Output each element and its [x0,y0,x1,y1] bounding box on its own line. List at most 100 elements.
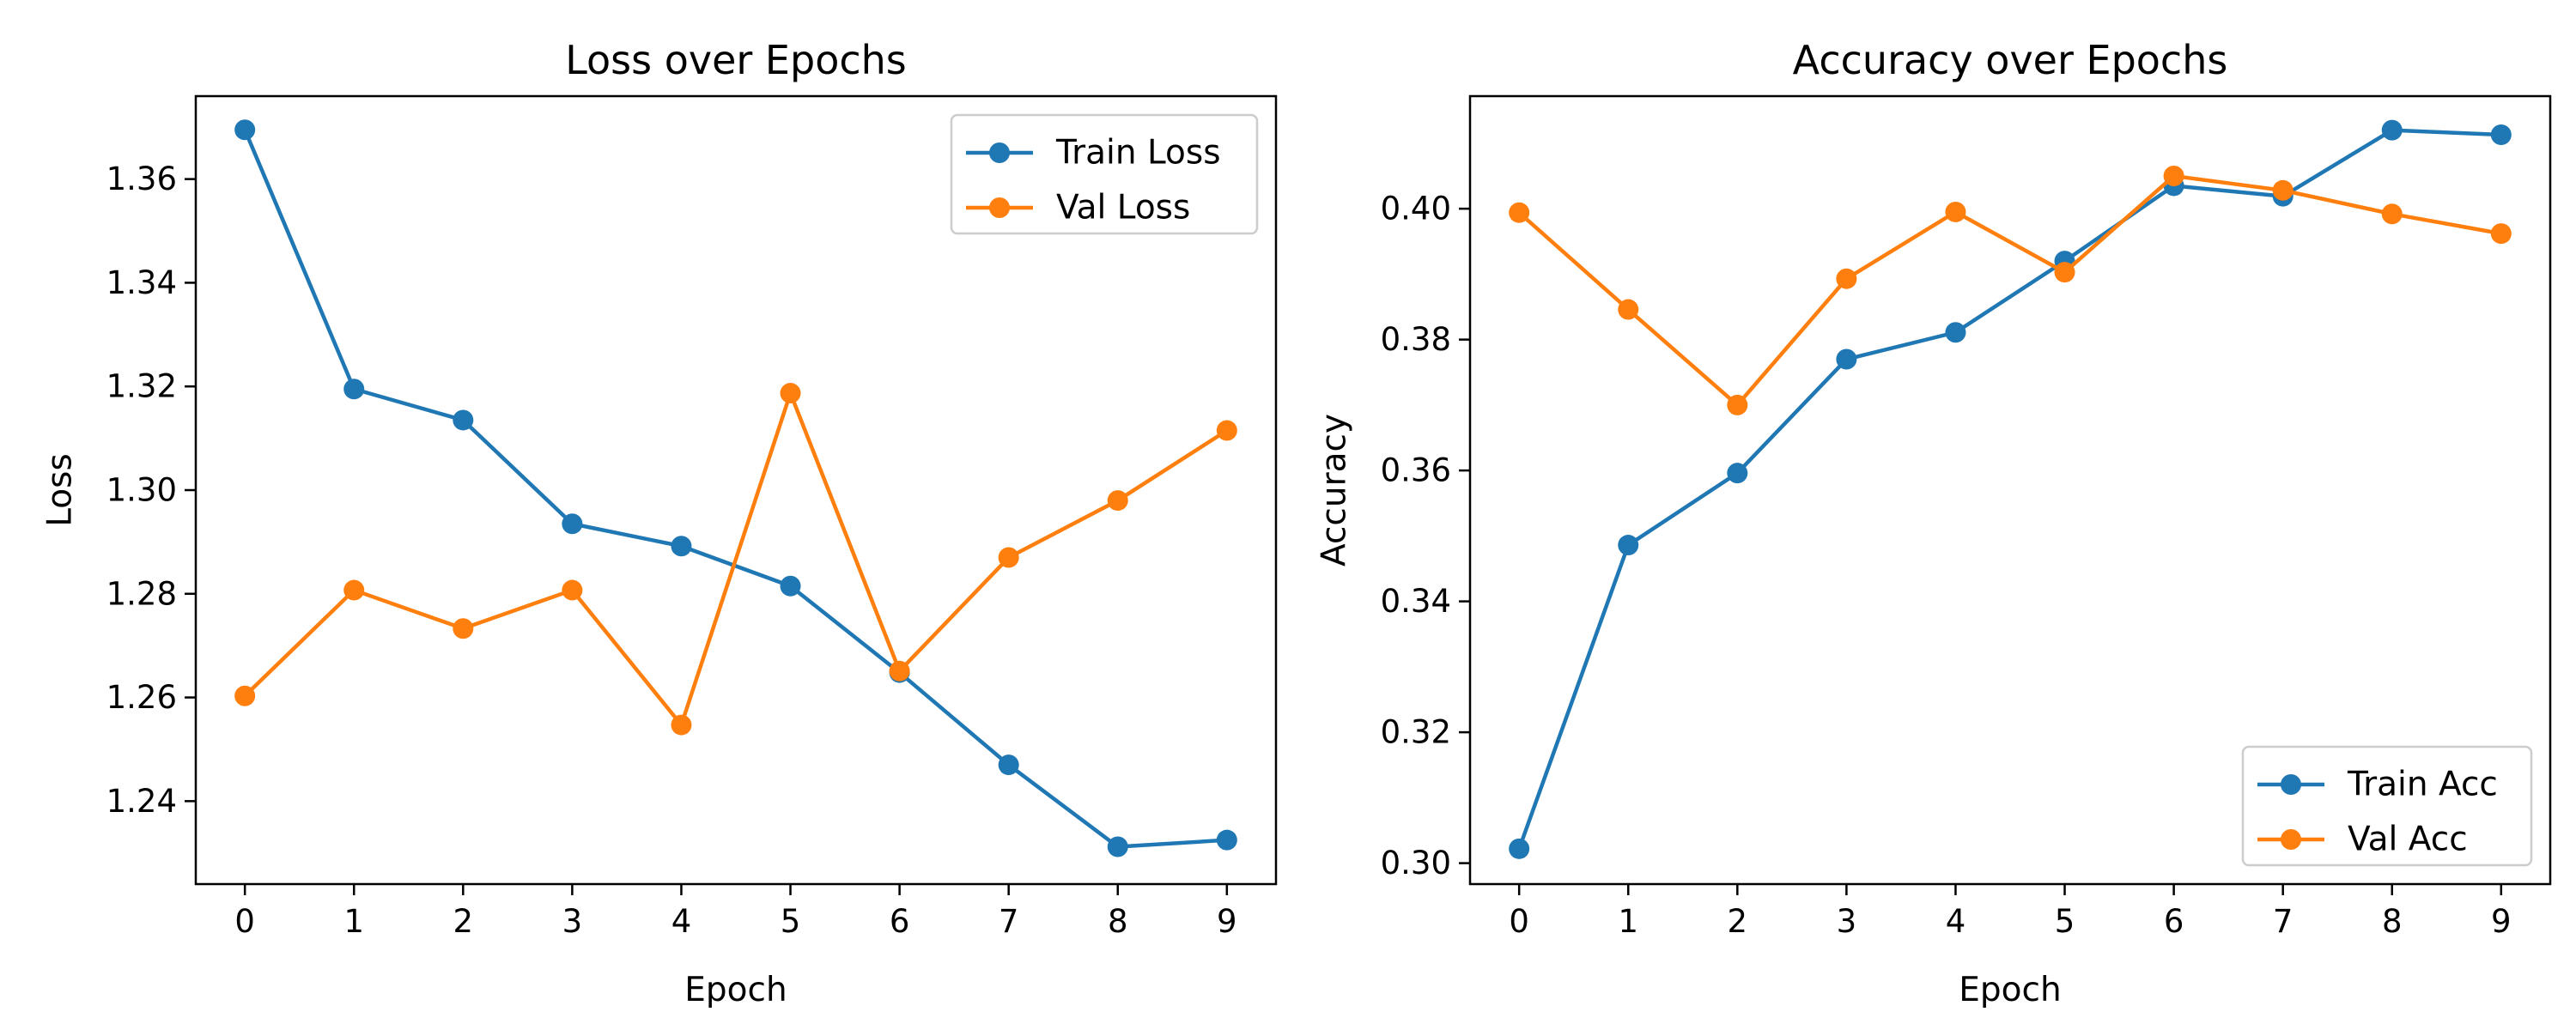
x-tick-label: 3 [1837,903,1857,940]
legend-swatch-marker [989,142,1010,163]
x-tick-label: 8 [1108,903,1128,940]
x-tick-label: 0 [1509,903,1529,940]
x-tick-label: 8 [2382,903,2403,940]
val-acc-point [1727,394,1748,415]
val-acc-point [2272,179,2293,201]
plot-area-frame [194,94,1278,886]
val-loss-point [453,618,474,639]
train-acc-point [1509,838,1530,859]
train-acc-line [1517,128,2501,850]
val-acc-series [1509,166,2512,415]
val-acc-point [1945,201,1966,222]
y-tick-label: 0.40 [1381,191,1451,227]
chart-legend: Train Loss Val Loss [950,113,1259,235]
train-acc-point [2490,124,2512,145]
y-tick-label: 1.34 [106,264,177,301]
plot-area-frame [1468,94,2552,886]
val-loss-point [998,547,1019,568]
val-loss-line [243,391,1229,727]
x-tick-label: 0 [234,903,255,940]
y-tick-label: 1.30 [106,472,177,509]
y-tick-label: 1.28 [106,575,177,612]
x-tick-label: 5 [2055,903,2075,940]
val-acc-point [2381,203,2403,225]
x-tick-label: 1 [1618,903,1638,940]
val-loss-point [671,714,692,736]
legend-box [2241,745,2533,867]
x-tick-label: 4 [671,903,692,940]
val-acc-point [1509,202,1530,223]
train-loss-point [998,754,1019,776]
x-tick-label: 9 [1217,903,1237,940]
x-tick-label: 7 [999,903,1019,940]
chart-title: Accuracy over Epochs [1793,37,2228,83]
train-loss-point [562,513,583,535]
y-axis-label: Accuracy [1315,414,1354,566]
train-loss-point [1216,829,1237,851]
legend-swatch-marker [989,197,1010,218]
val-acc-line [1517,173,2502,408]
legend-swatch-marker [2281,774,2301,795]
train-acc-point [1727,463,1748,484]
val-loss-point [562,579,583,601]
val-acc-point [2490,223,2512,245]
x-tick-label: 2 [453,903,474,940]
legend-label: Train Loss [1055,134,1221,173]
train-loss-point [780,575,801,597]
legend-label: Val Loss [1056,189,1190,227]
y-tick-label: 0.30 [1381,845,1451,882]
train-loss-point [671,536,692,557]
x-tick-label: 6 [890,903,910,940]
train-acc-point [1618,535,1639,556]
x-tick-label: 3 [562,903,583,940]
train-loss-series [234,119,1237,857]
train-loss-point [1107,836,1128,857]
train-loss-point [234,119,256,141]
val-loss-point [1107,490,1128,512]
val-acc-point [1618,299,1639,320]
loss-chart-panel: Loss over Epochs Epoch Loss 0 1 2 3 4 5 6 7 8 9 1.24 1… [41,37,1278,1009]
y-tick-label: 1.32 [106,368,177,405]
legend-label: Val Acc [2348,821,2468,859]
legend-box [950,113,1259,235]
x-axis-label: Epoch [684,971,787,1009]
val-loss-point [1216,420,1237,441]
y-tick-label: 1.36 [106,161,177,197]
val-loss-point [234,685,256,706]
y-tick-label: 1.26 [106,679,177,716]
legend-swatch-marker [2281,829,2301,850]
val-acc-point [2163,166,2184,187]
x-axis-label: Epoch [1959,971,2061,1009]
train-loss-point [343,379,365,400]
chart-legend: Train Acc Val Acc [2241,745,2533,867]
val-loss-point [343,579,365,601]
chart-title: Loss over Epochs [565,37,907,83]
y-tick-label: 1.24 [106,783,177,820]
x-tick-label: 1 [343,903,364,940]
val-loss-point [889,660,910,682]
y-tick-label: 0.34 [1381,583,1451,620]
val-loss-series [234,383,1237,736]
accuracy-chart-panel: Accuracy over Epochs Epoch Accuracy 0 1 2 3 4 5 6… [1315,37,2552,1009]
x-tick-label: 4 [1946,903,1966,940]
x-tick-label: 6 [2164,903,2184,940]
x-tick-label: 9 [2491,903,2512,940]
train-acc-point [2381,119,2403,141]
train-acc-point [1836,348,1857,370]
x-tick-label: 5 [781,903,801,940]
y-tick-label: 0.38 [1381,321,1451,358]
y-axis-label: Loss [41,453,80,527]
x-tick-label: 2 [1728,903,1748,940]
train-loss-point [453,409,474,431]
val-acc-point [1836,268,1857,289]
train-loss-line [243,129,1227,849]
train-acc-point [1945,322,1966,343]
x-tick-label: 7 [2273,903,2293,940]
val-loss-point [780,383,801,404]
y-tick-label: 0.32 [1381,714,1451,751]
y-tick-label: 0.36 [1381,452,1451,489]
legend-label: Train Acc [2347,766,2498,804]
val-acc-point [2054,262,2075,283]
